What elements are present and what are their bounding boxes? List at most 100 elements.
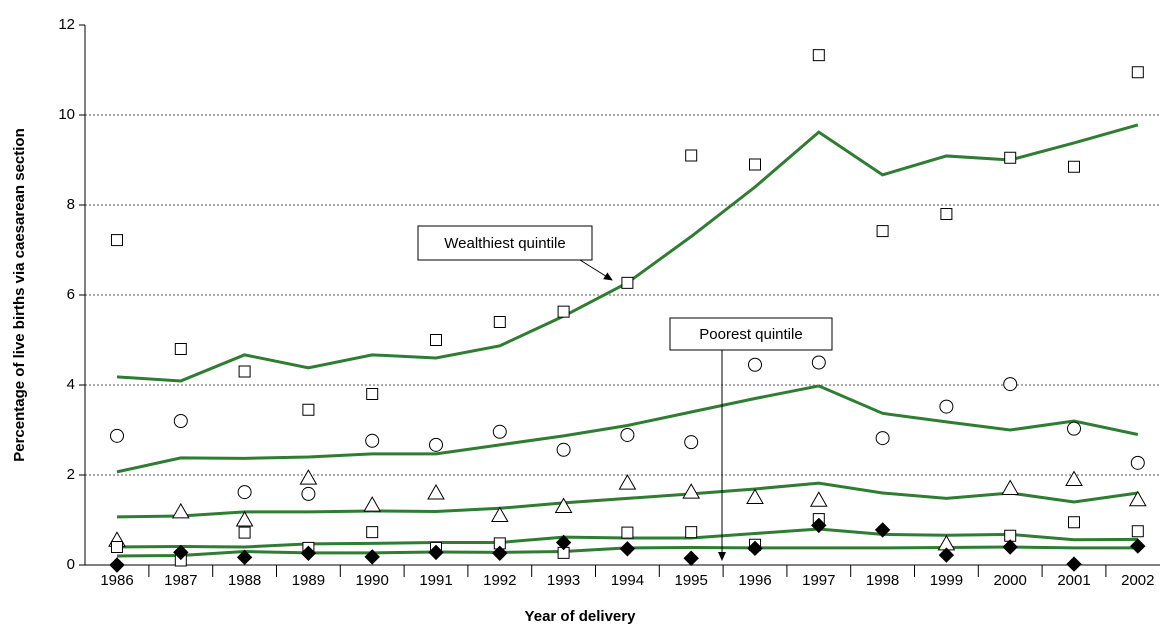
x-tick-label: 1999 xyxy=(930,572,963,589)
x-tick-label: 2001 xyxy=(1057,572,1090,589)
marker-circle xyxy=(110,428,124,443)
marker-circle xyxy=(1003,377,1018,392)
x-tick-label: 1987 xyxy=(164,572,197,589)
marker-diamond xyxy=(364,549,380,565)
x-tick-label: 2002 xyxy=(1121,572,1154,589)
annotation-box xyxy=(417,225,593,261)
marker-diamond xyxy=(1130,538,1146,554)
x-tick-label: 1989 xyxy=(292,572,325,589)
marker-square xyxy=(366,526,379,539)
marker-triangle xyxy=(1128,490,1147,507)
marker-square xyxy=(174,343,187,355)
marker-triangle xyxy=(171,502,190,519)
marker-diamond xyxy=(619,541,636,557)
marker-circle xyxy=(875,431,890,446)
x-tick-label: 1988 xyxy=(228,572,261,589)
x-tick-label: 1992 xyxy=(483,572,516,589)
marker-triangle xyxy=(363,496,382,512)
marker-square xyxy=(493,316,506,328)
marker-square xyxy=(749,158,761,171)
y-tick-label: 12 xyxy=(58,16,75,33)
marker-diamond xyxy=(109,557,125,573)
y-tick-label: 4 xyxy=(67,376,75,393)
marker-square xyxy=(812,49,825,62)
y-tick-label: 0 xyxy=(67,556,75,573)
marker-square xyxy=(685,526,698,539)
marker-square xyxy=(1068,160,1080,173)
annotation-arrow xyxy=(579,259,613,281)
marker-triangle xyxy=(809,491,828,507)
marker-triangle xyxy=(427,483,445,500)
trend-line xyxy=(116,123,1139,383)
marker-square xyxy=(1004,151,1017,164)
marker-circle xyxy=(492,424,507,439)
marker-triangle xyxy=(299,469,318,485)
marker-square xyxy=(111,234,123,247)
marker-diamond xyxy=(938,547,955,563)
marker-triangle xyxy=(618,474,637,490)
marker-triangle xyxy=(746,488,764,504)
marker-diamond xyxy=(747,540,763,557)
marker-circle xyxy=(556,442,571,457)
marker-triangle xyxy=(235,510,254,527)
marker-square xyxy=(238,526,251,539)
y-tick-label: 8 xyxy=(67,196,75,213)
annotation: Poorest quintile xyxy=(699,326,802,343)
x-tick-label: 1996 xyxy=(738,572,771,589)
marker-diamond xyxy=(555,534,572,551)
marker-square xyxy=(302,403,315,416)
marker-diamond xyxy=(811,517,827,534)
marker-diamond xyxy=(874,522,891,538)
marker-circle xyxy=(365,433,380,448)
marker-diamond xyxy=(492,545,508,562)
marker-diamond xyxy=(428,544,444,561)
x-tick-label: 1995 xyxy=(675,572,708,589)
x-tick-label: 1998 xyxy=(866,572,899,589)
marker-square xyxy=(1131,66,1144,79)
marker-circle xyxy=(748,357,762,372)
marker-square xyxy=(111,541,123,553)
x-tick-label: 1993 xyxy=(547,572,580,589)
marker-diamond xyxy=(236,549,253,566)
marker-diamond xyxy=(1002,539,1018,555)
marker-diamond xyxy=(173,544,189,561)
marker-triangle xyxy=(1001,479,1020,495)
x-tick-label: 1994 xyxy=(611,572,644,589)
y-tick-label: 6 xyxy=(67,286,75,303)
marker-square xyxy=(1068,516,1080,529)
x-tick-label: 2000 xyxy=(994,572,1027,589)
y-tick-label: 10 xyxy=(58,106,75,123)
marker-square xyxy=(557,305,570,318)
annotation: Wealthiest quintile xyxy=(444,235,565,252)
marker-circle xyxy=(684,435,699,450)
trend-line xyxy=(116,481,1139,519)
marker-triangle xyxy=(682,483,701,499)
annotation-box xyxy=(669,317,833,351)
marker-square xyxy=(685,149,698,162)
x-tick-label: 1997 xyxy=(802,572,835,589)
marker-circle xyxy=(939,399,954,414)
x-tick-label: 1991 xyxy=(419,572,452,589)
marker-circle xyxy=(429,437,443,452)
marker-triangle xyxy=(1065,470,1083,486)
marker-diamond xyxy=(1066,556,1082,572)
marker-square xyxy=(940,208,953,220)
marker-circle xyxy=(811,355,826,370)
marker-triangle xyxy=(490,506,509,522)
marker-square xyxy=(366,388,379,400)
trend-line xyxy=(116,384,1139,474)
marker-triangle xyxy=(554,497,573,513)
marker-square xyxy=(876,225,889,238)
x-tick-label: 1990 xyxy=(356,572,389,589)
marker-square xyxy=(430,334,442,346)
marker-square xyxy=(621,276,634,289)
x-tick-label: 1986 xyxy=(100,572,133,589)
x-axis-label: Year of delivery xyxy=(525,608,637,625)
marker-circle xyxy=(301,486,316,501)
marker-diamond xyxy=(300,545,317,562)
y-tick-label: 2 xyxy=(67,466,75,483)
marker-circle xyxy=(173,414,188,428)
marker-circle xyxy=(237,485,252,500)
marker-diamond xyxy=(683,550,699,566)
